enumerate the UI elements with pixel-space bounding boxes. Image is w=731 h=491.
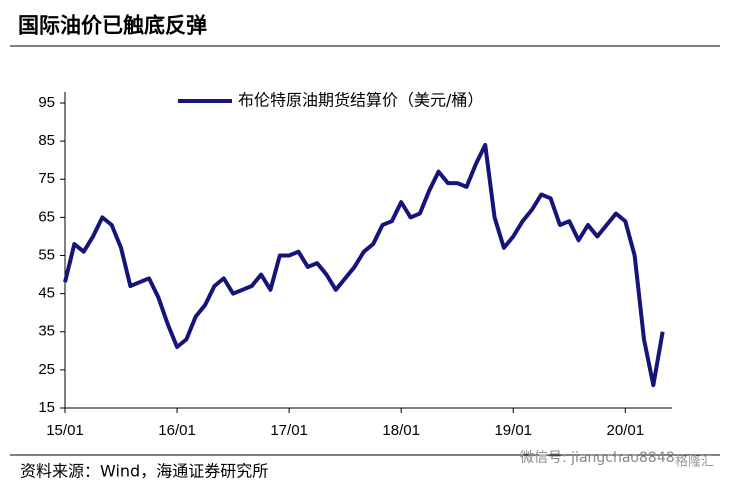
watermark: 微信号: jiangchao8848 [520, 450, 675, 466]
logo: 格隆汇 [675, 454, 714, 470]
y-tick-label: 15 [38, 399, 55, 416]
chart-title: 国际油价已触底反弹 [18, 13, 207, 38]
y-tick-label: 35 [38, 323, 55, 340]
y-tick-label: 55 [38, 246, 55, 263]
y-tick-label: 95 [38, 94, 55, 111]
y-tick-label: 45 [38, 285, 55, 302]
legend-label: 布伦特原油期货结算价（美元/桶） [238, 91, 483, 110]
x-tick-label: 16/01 [158, 422, 196, 439]
source: 资料来源：Wind，海通证券研究所 [20, 462, 268, 481]
series-line [63, 142, 665, 388]
x-tick-label: 15/01 [46, 422, 84, 439]
y-tick-label: 85 [38, 132, 55, 149]
x-tick-label: 18/01 [382, 422, 420, 439]
y-tick-label: 65 [38, 208, 55, 225]
y-tick-label: 25 [38, 361, 55, 378]
x-tick-label: 20/01 [607, 422, 645, 439]
x-tick-label: 17/01 [270, 422, 308, 439]
y-tick-label: 75 [38, 170, 55, 187]
x-tick-label: 19/01 [494, 422, 532, 439]
